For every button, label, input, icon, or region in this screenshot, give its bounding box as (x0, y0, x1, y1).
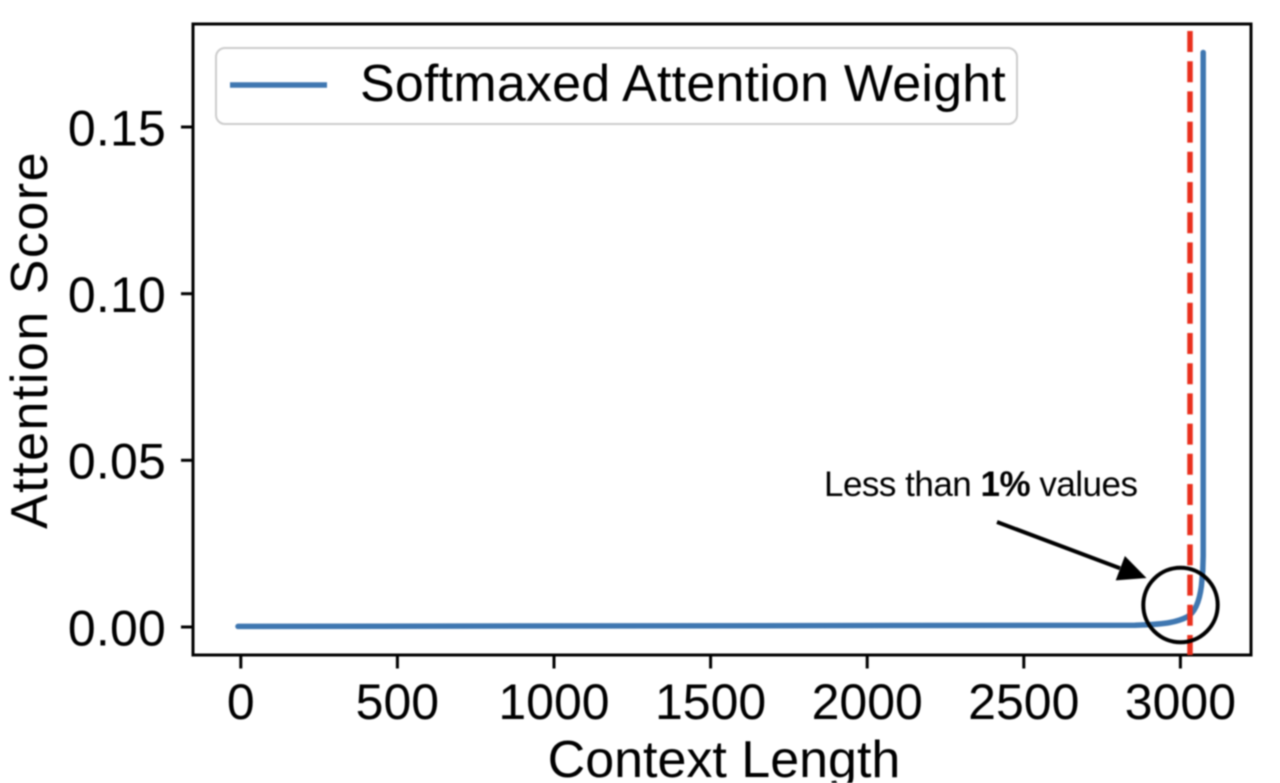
svg-text:0.15: 0.15 (68, 100, 166, 156)
svg-text:Less than 1% values: Less than 1% values (824, 465, 1138, 504)
svg-text:0.05: 0.05 (68, 434, 166, 490)
svg-text:Softmaxed Attention Weight: Softmaxed Attention Weight (360, 55, 1006, 113)
svg-text:0.10: 0.10 (68, 267, 166, 323)
svg-text:2000: 2000 (812, 674, 923, 730)
svg-text:0: 0 (227, 674, 255, 730)
svg-text:Attention Score: Attention Score (1, 151, 59, 529)
svg-text:1500: 1500 (655, 674, 766, 730)
svg-text:Context Length: Context Length (548, 731, 901, 783)
svg-text:1000: 1000 (498, 674, 609, 730)
svg-text:500: 500 (356, 674, 439, 730)
svg-text:2500: 2500 (968, 674, 1079, 730)
svg-text:0.00: 0.00 (68, 600, 166, 656)
svg-text:3000: 3000 (1125, 674, 1236, 730)
